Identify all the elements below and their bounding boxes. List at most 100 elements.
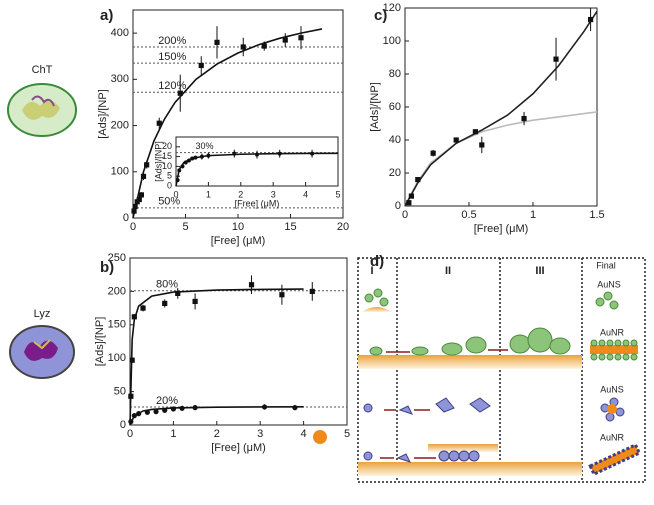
data-point: [430, 150, 436, 156]
plot-frame: [175, 136, 339, 187]
reference-label: 50%: [158, 196, 180, 208]
data-point: [453, 137, 459, 143]
plot-frame: [129, 257, 348, 426]
x-tick-label: 1.5: [589, 209, 604, 221]
x-tick-label: 3: [271, 189, 276, 199]
y-tick-label: 100: [111, 166, 129, 178]
x-tick-label: 0.5: [461, 209, 476, 221]
data-point: [214, 39, 220, 45]
data-point: [279, 292, 285, 298]
x-tick-label: 5: [335, 189, 340, 199]
y-tick-label: 200: [111, 119, 129, 131]
y-tick-label: 15: [162, 151, 172, 161]
y-axis-label: [Ads]/[NP]: [153, 141, 163, 182]
np-label: AuNS: [600, 384, 624, 394]
np-label: AuNS: [597, 279, 621, 289]
data-point: [282, 37, 288, 43]
reference-label: 30%: [195, 141, 213, 151]
cht-illustration: [7, 83, 77, 137]
sample-label: Lyz: [34, 308, 51, 320]
fit-line: [175, 152, 339, 187]
data-point: [140, 305, 146, 311]
plot-frame: [404, 7, 598, 207]
data-point: [261, 43, 267, 49]
y-tick-label: 50: [114, 386, 126, 398]
y-tick-label: 60: [389, 101, 401, 113]
data-point: [479, 142, 485, 148]
panel-label: c): [374, 7, 387, 24]
x-tick-label: 3: [257, 428, 263, 440]
x-tick-label: 10: [232, 221, 244, 233]
x-tick-label: 5: [182, 221, 188, 233]
y-tick-label: 100: [108, 352, 126, 364]
data-point: [131, 314, 137, 320]
diagram: d) I II III Final AuNS AuNR AuNS AuNR: [357, 253, 646, 483]
stage-label: III: [535, 265, 544, 277]
fit-line: [404, 10, 598, 207]
data-point: [177, 90, 183, 96]
np-label: AuNR: [600, 327, 625, 337]
y-axis-label: [Ads]/[NP]: [94, 317, 106, 367]
reference-label: 200%: [158, 35, 186, 47]
x-tick-label: 4: [303, 189, 308, 199]
data-point: [298, 35, 304, 41]
stage-label: Final: [596, 260, 616, 270]
x-axis-label: [Free] (μM): [211, 235, 266, 247]
fit-line: [404, 111, 598, 207]
data-point: [162, 300, 168, 307]
panel-label: a): [100, 7, 113, 24]
x-tick-label: 4: [301, 428, 307, 440]
fit-line: [129, 288, 304, 426]
data-point: [415, 177, 421, 183]
fit-line: [129, 405, 304, 426]
y-axis-label: [Ads]/[NP]: [369, 82, 381, 132]
data-point: [153, 409, 159, 415]
y-tick-label: 40: [389, 134, 401, 146]
x-tick-label: 1: [206, 189, 211, 199]
sample-label: ChT: [32, 64, 53, 76]
y-tick-label: 0: [123, 212, 129, 224]
y-tick-label: 200: [108, 285, 126, 297]
y-tick-label: 300: [111, 73, 129, 85]
data-point: [521, 115, 527, 122]
data-point: [156, 120, 162, 126]
y-tick-label: 20: [389, 167, 401, 179]
x-tick-label: 2: [238, 189, 243, 199]
y-tick-label: 20: [162, 141, 172, 151]
x-tick-label: 0: [402, 209, 408, 221]
data-point: [588, 16, 594, 23]
panel-label: d): [370, 253, 384, 270]
y-tick-label: 0: [395, 200, 401, 212]
reference-label: 80%: [156, 279, 178, 291]
data-point: [408, 193, 414, 199]
reference-label: 120%: [158, 80, 186, 92]
y-axis-label: [Ads]/[NP]: [97, 89, 109, 139]
data-point: [198, 62, 204, 69]
x-tick-label: 1: [530, 209, 536, 221]
y-tick-label: 0: [167, 180, 172, 190]
x-axis-label: [Free] (μM): [235, 198, 280, 208]
y-tick-label: 250: [108, 252, 126, 264]
stage-label: I: [370, 265, 373, 277]
y-tick-label: 5: [167, 171, 172, 181]
data-point: [472, 129, 478, 135]
data-point: [136, 196, 142, 203]
reference-label: 150%: [158, 51, 186, 63]
x-tick-label: 0: [173, 189, 178, 199]
data-point: [140, 173, 147, 179]
data-point: [175, 290, 181, 297]
lyz-illustration: [9, 325, 75, 379]
y-tick-label: 400: [111, 27, 129, 39]
rod-coat: [590, 339, 638, 361]
x-tick-label: 5: [344, 428, 350, 440]
data-point: [240, 44, 246, 50]
data-point: [138, 192, 144, 198]
reference-label: 20%: [156, 395, 178, 407]
data-point: [292, 405, 298, 411]
x-tick-label: 1: [170, 428, 176, 440]
x-tick-label: 20: [337, 221, 349, 233]
data-point: [309, 288, 315, 294]
y-tick-label: 120: [383, 2, 401, 14]
